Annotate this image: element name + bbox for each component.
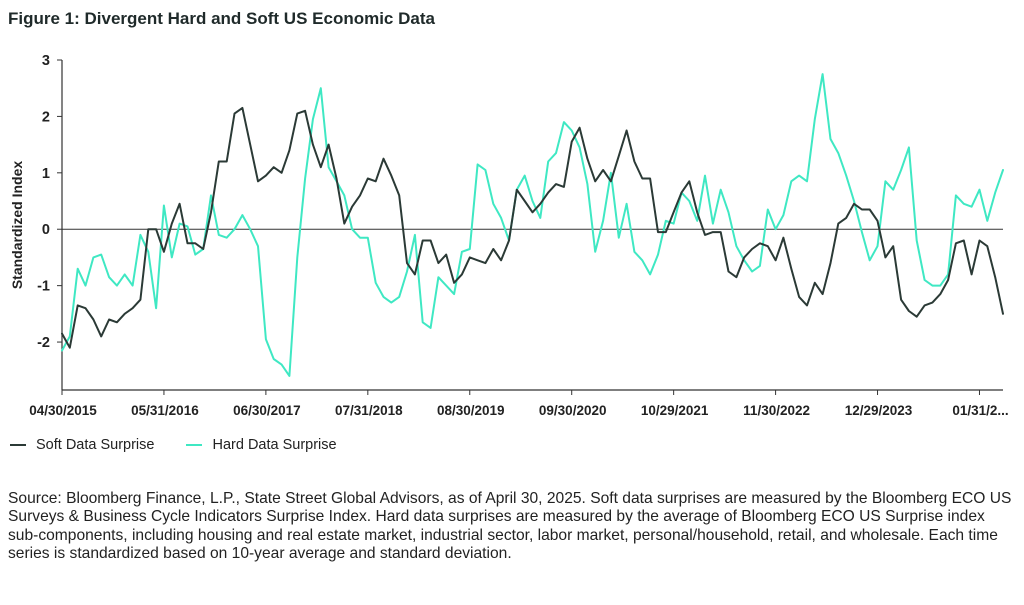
legend-item-soft: Soft Data Surprise — [10, 437, 154, 453]
y-tick-label: 3 — [42, 53, 50, 69]
legend: Soft Data Surprise Hard Data Surprise — [10, 437, 369, 453]
legend-label-hard: Hard Data Surprise — [212, 437, 337, 453]
y-tick-label: 0 — [42, 222, 50, 238]
y-tick-label: -2 — [37, 335, 50, 351]
x-tick-label: 09/30/2020 — [539, 403, 607, 418]
x-tick-label: 04/30/2015 — [29, 403, 97, 418]
legend-swatch-soft — [10, 444, 26, 446]
y-axis-ticks: 3 2 1 0 -1 -2 — [37, 53, 62, 351]
source-note: Source: Bloomberg Finance, L.P., State S… — [8, 490, 1012, 562]
x-tick-label: 06/30/2017 — [233, 403, 301, 418]
y-tick-label: -1 — [37, 279, 50, 295]
x-tick-label: 12/29/2023 — [845, 403, 913, 418]
legend-item-hard: Hard Data Surprise — [186, 437, 337, 453]
legend-swatch-hard — [186, 444, 203, 446]
x-tick-label: 08/30/2019 — [437, 403, 505, 418]
figure-title: Figure 1: Divergent Hard and Soft US Eco… — [8, 9, 435, 28]
x-tick-label: 11/30/2022 — [743, 403, 810, 418]
x-tick-label: 01/31/2... — [952, 403, 1008, 418]
x-tick-label: 10/29/2021 — [641, 403, 709, 418]
y-axis-label: Standardized Index — [9, 161, 25, 290]
x-tick-label: 05/31/2016 — [131, 403, 199, 418]
series-line-hard — [61, 73, 1004, 377]
series-line-soft — [61, 106, 1004, 349]
x-axis-ticks: 04/30/2015 05/31/2016 06/30/2017 07/31/2018… — [29, 390, 1009, 418]
x-tick-label: 07/31/2018 — [335, 403, 403, 418]
series-layer — [61, 73, 1004, 377]
y-tick-label: 1 — [42, 166, 50, 182]
legend-label-soft: Soft Data Surprise — [36, 437, 155, 453]
y-tick-label: 2 — [42, 109, 50, 125]
